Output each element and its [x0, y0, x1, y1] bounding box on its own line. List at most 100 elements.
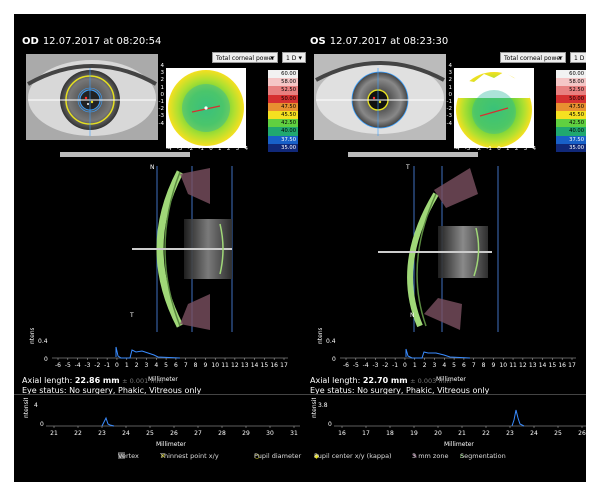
os-corneal-map[interactable]: [454, 68, 534, 148]
od-intensity-profile[interactable]: ntensity 0.4 0 -6 -5 -4 -3 -2 -1 0 1 2 3 4 5 6 7 8 9 10 1…: [22, 328, 306, 386]
os-scan-label-bottom: N: [410, 312, 415, 319]
legend-swatch: 50.00: [268, 94, 298, 103]
os-map-type-select[interactable]: Total corneal power: [500, 52, 566, 64]
os-axial-info: Axial length: 22.70 mm ± 0.003 mm Eye st…: [310, 376, 586, 428]
os-profile-xtick: -5: [353, 362, 359, 369]
od-map-xticks: -4 -3 -2 -1 0 1 2 3 4: [166, 146, 248, 152]
os-map-label-n: N: [526, 138, 531, 145]
os-profile-xtick: 14: [539, 362, 547, 369]
od-profile-xtick: 2: [135, 362, 139, 369]
legend-swatch: 58.00: [556, 78, 586, 87]
svg-text:0: 0: [328, 421, 332, 428]
legend-swatch: 50.00: [556, 94, 586, 103]
legend-swatch: 47.50: [556, 102, 586, 111]
os-axial-length: Axial length: 22.70 mm ± 0.003 mm: [310, 376, 452, 385]
od-corneal-map[interactable]: [166, 68, 246, 148]
svg-text:ntensity: ntensity: [317, 328, 324, 344]
circle-icon: ○: [254, 452, 260, 460]
od-profile-xlabel: Millimeter: [148, 376, 178, 383]
od-eye-image[interactable]: [26, 54, 158, 140]
overlay-legend: Vertex ✕ Thinnest point x/y ○ Pupil diamet…: [118, 452, 506, 460]
os-axial-xtick: 25: [554, 430, 562, 437]
svg-text:0.4: 0.4: [326, 338, 336, 345]
od-scan-label-top: N: [150, 164, 155, 171]
legend-swatch: 52.50: [556, 86, 586, 95]
legend-swatch: 42.50: [556, 119, 586, 128]
os-profile-xtick: 3: [433, 362, 437, 369]
od-profile-xtick: 10: [211, 362, 219, 369]
legend-swatch: 52.50: [268, 86, 298, 95]
od-profile-xtick: 16: [270, 362, 278, 369]
od-map-label-t: T: [172, 138, 176, 145]
os-axial-scan-plot[interactable]: ntensity 3.8 0 16 17 18 19 20 21 22 23 24 25 26 Mi…: [310, 398, 586, 450]
os-axial-xtick: 16: [338, 430, 346, 437]
od-axial-scan-plot[interactable]: ntensity 4 0 21 22 23 24 25 26 27 28 29 30 31 Mill…: [22, 398, 306, 450]
od-scan-label-bottom: T: [130, 312, 134, 319]
os-profile-xtick: -4: [363, 362, 369, 369]
od-image-scrollbar[interactable]: [60, 152, 190, 157]
od-profile-xtick: 14: [251, 362, 259, 369]
os-profile-xtick: 0: [403, 362, 407, 369]
od-profile-xtick: 8: [194, 362, 198, 369]
od-title: OD 12.07.2017 at 08:20:54: [22, 36, 162, 47]
os-profile-xtick: 17: [568, 362, 576, 369]
svg-text:ntensity: ntensity: [23, 398, 30, 418]
od-profile-xtick: -2: [94, 362, 100, 369]
os-profile-xtick: 10: [499, 362, 507, 369]
os-profile-xtick: -6: [343, 362, 349, 369]
legend-swatch: 60.00: [268, 70, 298, 79]
os-profile-xtick: 12: [519, 362, 527, 369]
od-profile-xtick: 5: [164, 362, 168, 369]
os-profile-xtick: 5: [452, 362, 456, 369]
legend-swatch: 40.00: [556, 127, 586, 136]
od-profile-xtick: 17: [280, 362, 288, 369]
od-step-select[interactable]: 1 D: [282, 52, 306, 64]
od-scheimpflug-scan[interactable]: [92, 164, 242, 334]
os-color-legend: 60.00 58.00 52.50 50.00 47.50 45.50 42.50 40.00…: [556, 70, 586, 152]
vertex-icon: [118, 452, 125, 459]
biometry-viewer: OD 12.07.2017 at 08:20:54: [14, 14, 586, 482]
os-step-select[interactable]: 1 D: [570, 52, 586, 63]
svg-text:ntensity: ntensity: [311, 398, 318, 418]
od-profile-xtick: -6: [55, 362, 61, 369]
os-profile-xtick: 1: [413, 362, 417, 369]
legend-swatch: 45.50: [556, 110, 586, 120]
os-image-scrollbar[interactable]: [348, 152, 478, 157]
od-axial-xtick: 21: [50, 430, 58, 437]
legend-swatch: 47.50: [268, 102, 298, 111]
od-profile-xtick: 4: [154, 362, 158, 369]
od-axial-xtick: 31: [290, 430, 298, 437]
os-axial-xtick: 26: [578, 430, 586, 437]
od-axial-xtick: 26: [170, 430, 178, 437]
od-axial-info: Axial length: 22.86 mm ± 0.001 mm Eye st…: [22, 376, 322, 428]
os-profile-xlabel: Millimeter: [436, 376, 466, 383]
od-map-type-select[interactable]: Total corneal power: [212, 52, 278, 64]
os-eye-image[interactable]: [314, 54, 446, 140]
os-panel: OS 12.07.2017 at 08:23:30: [310, 14, 586, 448]
legend-swatch: 35.00: [556, 143, 586, 152]
legend-swatch: 35.00: [268, 143, 298, 152]
zone-icon: ✎: [412, 452, 418, 460]
od-profile-xtick: 0: [115, 362, 119, 369]
od-profile-xtick: 6: [174, 362, 178, 369]
os-intensity-profile[interactable]: ntensity 0.4 0 -6 -5 -4 -3 -2 -1 0 1 2 3 4 5 6 7 8 9 10 1…: [310, 328, 586, 386]
od-color-legend: 60.00 58.00 52.50 50.00 47.50 45.50 42.50 40.00…: [268, 70, 298, 152]
os-axial-xtick: 24: [530, 430, 538, 437]
od-axial-xtick: 30: [266, 430, 274, 437]
legend-swatch: 45.50: [268, 110, 298, 120]
os-axial-xtick: 20: [434, 430, 442, 437]
os-profile-xtick: 16: [558, 362, 566, 369]
os-scheimpflug-scan[interactable]: [350, 164, 500, 334]
od-map-label-n: N: [238, 138, 243, 145]
od-axial-length: Axial length: 22.86 mm ± 0.001 mm: [22, 376, 164, 385]
od-profile-xtick: 1: [125, 362, 129, 369]
od-map-yticks: 4 3 2 1 0 -1 -2 -3 -4: [158, 63, 164, 127]
os-eye-status: Eye status: No surgery, Phakic, Vitreous…: [310, 386, 490, 395]
os-map-yticks: 4 3 2 1 0 -1 -2 -3 -4: [446, 63, 452, 127]
od-profile-xtick: 7: [184, 362, 188, 369]
svg-text:0: 0: [40, 421, 44, 428]
svg-text:ntensity: ntensity: [29, 328, 36, 344]
cross-icon: ✕: [160, 452, 166, 460]
os-profile-xtick: 13: [529, 362, 537, 369]
diamond-icon: ◆: [314, 452, 319, 460]
